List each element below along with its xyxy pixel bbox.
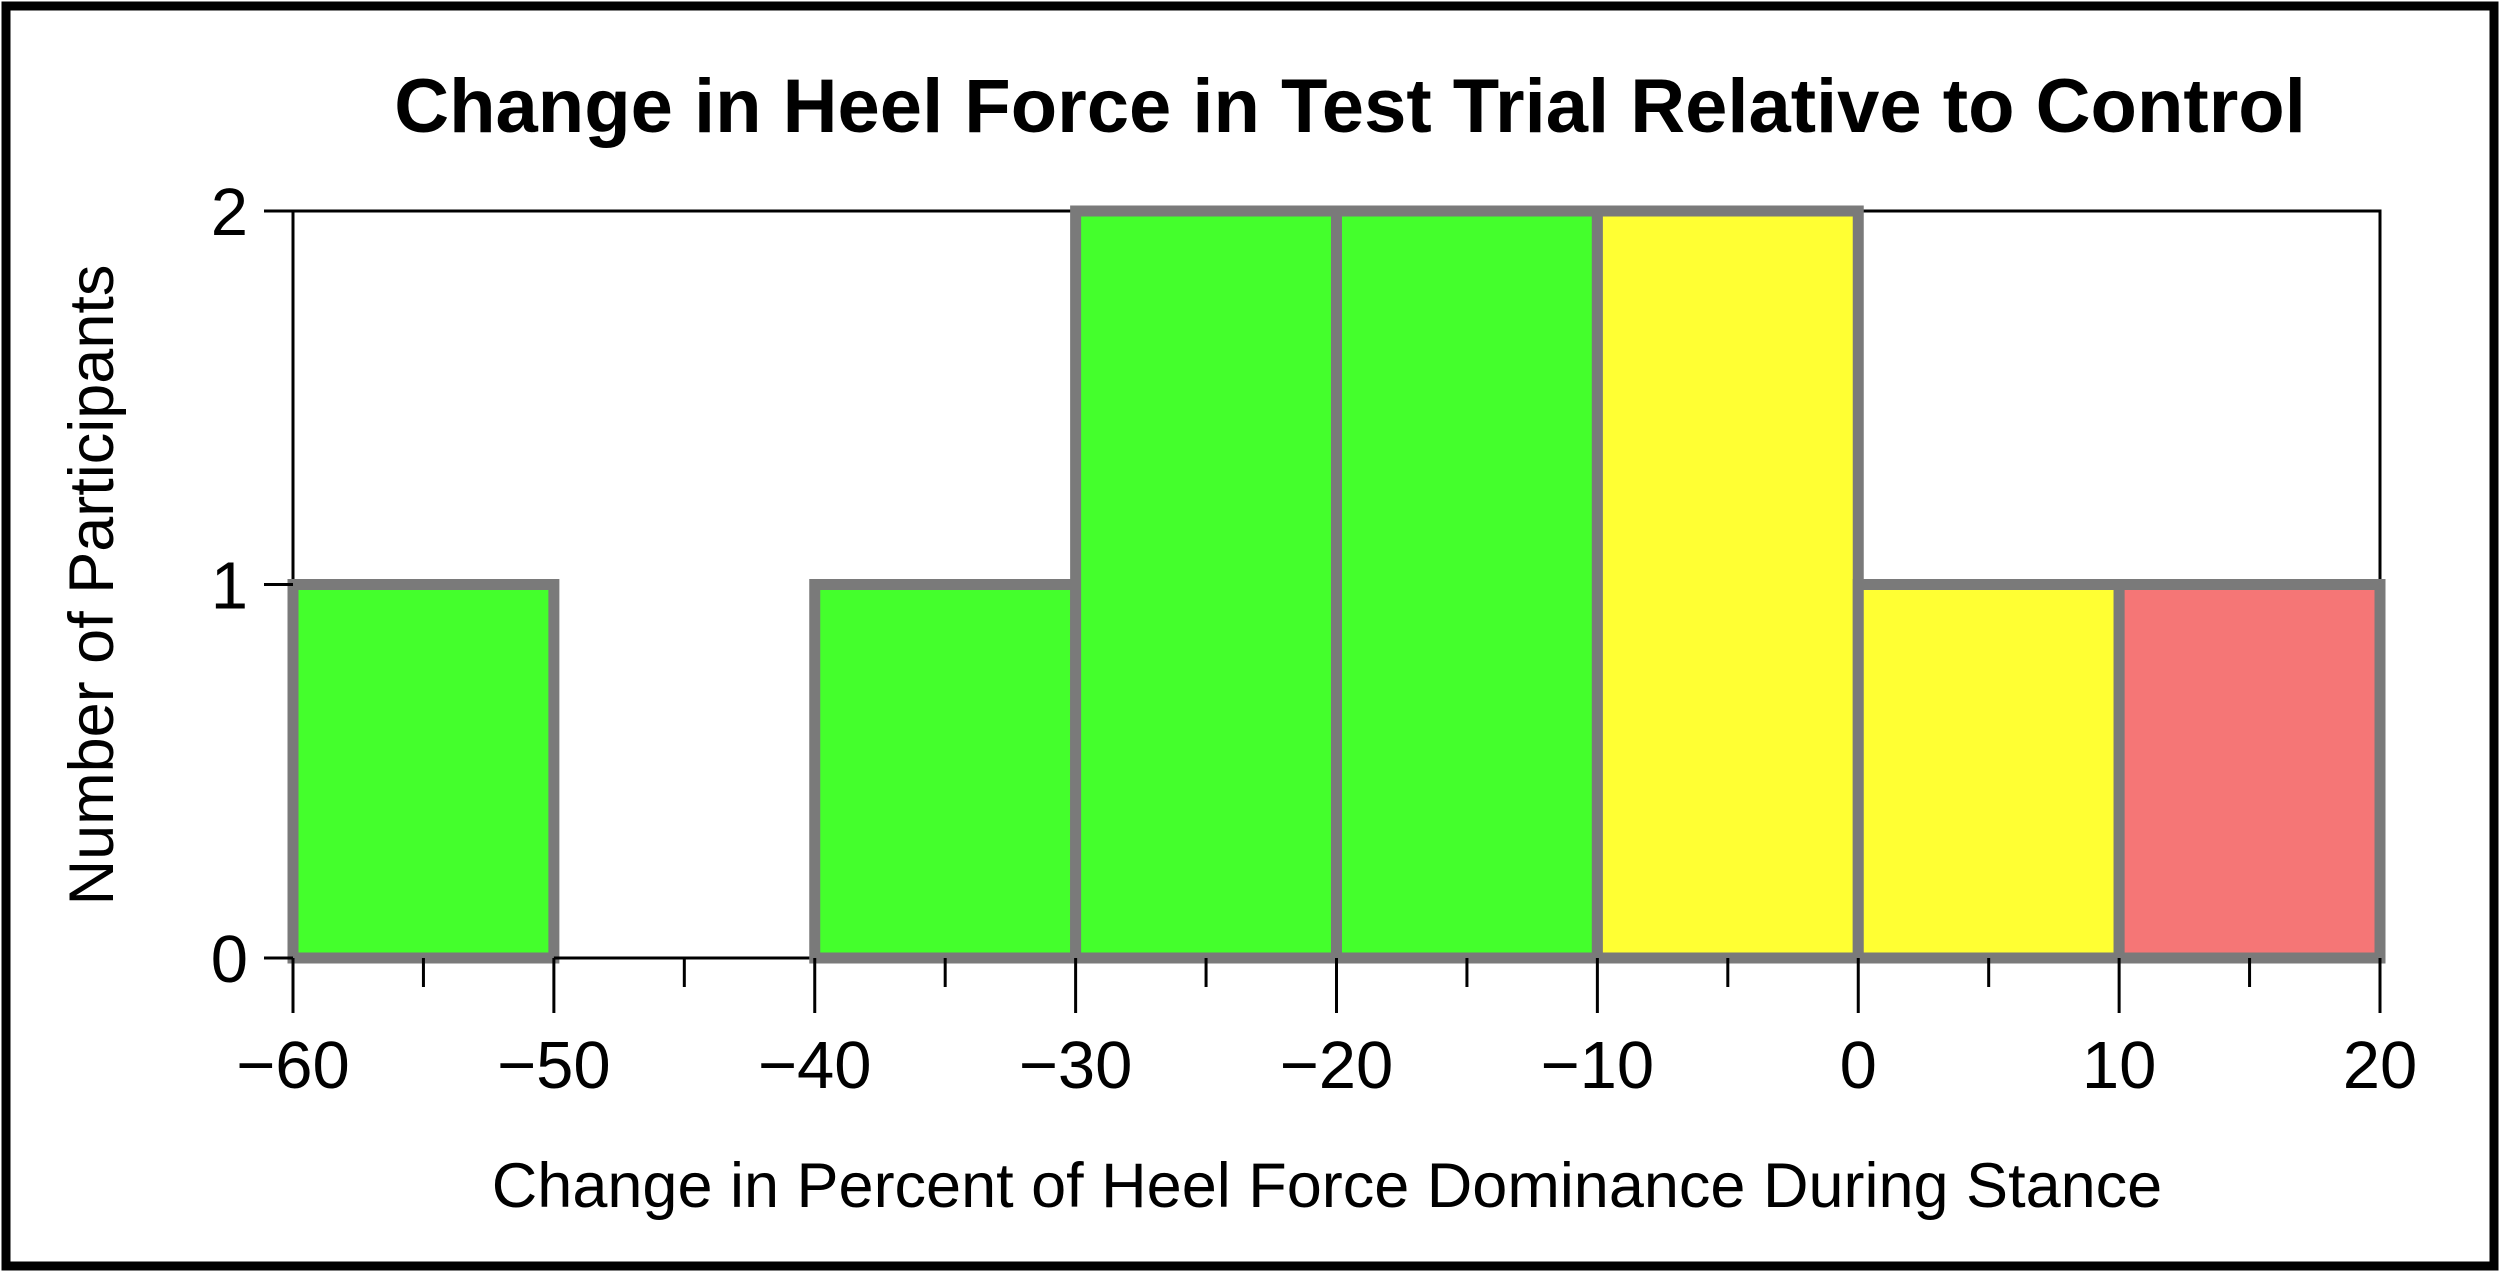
x-tick-label: −10 xyxy=(1541,1028,1655,1103)
x-tick-label: −50 xyxy=(497,1028,611,1103)
histogram-bar xyxy=(809,579,1082,964)
histogram-bar xyxy=(287,579,560,964)
y-axis-label: Number of Participants xyxy=(57,265,127,906)
x-tick-label: −60 xyxy=(236,1028,350,1103)
histogram-bar xyxy=(2113,579,2386,964)
x-tick-label: −20 xyxy=(1280,1028,1394,1103)
chart-title: Change in Heel Force in Test Trial Relat… xyxy=(394,64,2306,149)
histogram-bar xyxy=(1331,205,1603,964)
histogram-bar xyxy=(1070,205,1342,964)
x-tick-label: 20 xyxy=(2343,1028,2418,1103)
x-axis-label: Change in Percent of Heel Force Dominanc… xyxy=(492,1151,2162,1221)
y-tick-label: 0 xyxy=(211,922,248,997)
x-tick-label: −40 xyxy=(758,1028,872,1103)
x-tick-label: 10 xyxy=(2082,1028,2157,1103)
axes-layer: 0 1 2 −60 −50 −40 −30 −20 −10 0 10 20 xyxy=(211,175,2418,1103)
y-tick-label: 1 xyxy=(211,549,248,624)
histogram-bar xyxy=(1591,205,1864,964)
bars-layer xyxy=(287,205,2386,964)
x-tick-label: 0 xyxy=(1840,1028,1877,1103)
histogram-bar xyxy=(1852,579,2125,964)
y-tick-label: 2 xyxy=(211,175,248,250)
x-tick-label: −30 xyxy=(1019,1028,1133,1103)
